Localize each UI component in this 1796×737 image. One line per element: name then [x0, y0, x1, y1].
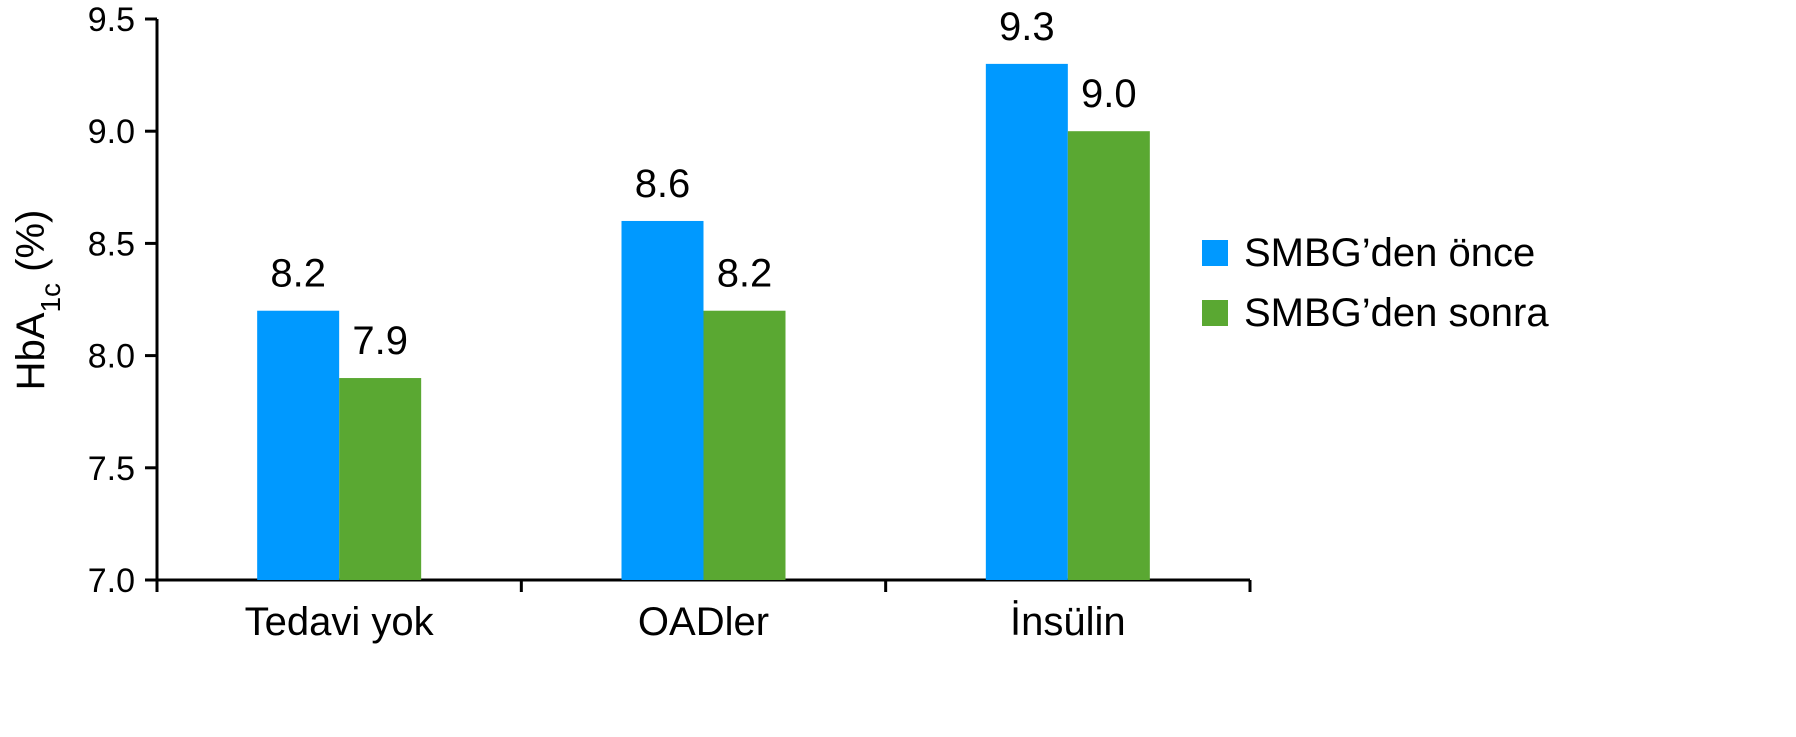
legend-label: SMBG’den önce: [1244, 231, 1535, 275]
x-category-label: OADler: [638, 600, 769, 644]
bar-series-1-cat-1: [703, 310, 786, 580]
data-label: 9.0: [1081, 72, 1137, 116]
legend-swatch: [1202, 300, 1228, 326]
bar-series-0-cat-1: [621, 220, 704, 580]
y-axis-title-main: HbA: [9, 312, 53, 390]
x-category-label: İnsülin: [1010, 599, 1126, 644]
bars: [257, 63, 1150, 580]
data-label: 9.3: [999, 5, 1055, 49]
legend: SMBG’den önce SMBG’den sonra: [1202, 231, 1549, 335]
y-tick-label: 7.5: [88, 450, 135, 488]
y-axis-title-subscript: 1c: [35, 283, 66, 313]
y-tick-label: 9.5: [88, 1, 135, 39]
bar-series-0-cat-2: [985, 63, 1068, 580]
legend-label: SMBG’den sonra: [1244, 291, 1549, 335]
bar-series-1-cat-2: [1067, 131, 1150, 580]
legend-swatch: [1202, 240, 1228, 266]
y-tick-label: 8.5: [88, 225, 135, 263]
y-tick-label: 7.0: [88, 562, 135, 600]
y-tick-label: 8.0: [88, 338, 135, 376]
y-axis-title-suffix: (%): [9, 210, 53, 283]
bar-series-1-cat-0: [339, 378, 422, 580]
x-category-label: Tedavi yok: [245, 600, 435, 644]
data-label: 8.2: [270, 252, 326, 296]
y-tick-label: 9.0: [88, 113, 135, 151]
data-label: 7.9: [352, 319, 408, 363]
value-labels: 8.2 7.9 8.6 8.2 9.3 9.0: [270, 5, 1136, 363]
y-axis: 7.0 7.5 8.0 8.5 9.0 9.5: [88, 1, 159, 600]
y-axis-title: HbA1c (%): [9, 210, 66, 391]
x-axis: Tedavi yok OADler İnsülin: [155, 578, 1252, 644]
data-label: 8.2: [717, 252, 773, 296]
bar-series-0-cat-0: [257, 310, 340, 580]
data-label: 8.6: [635, 162, 691, 206]
